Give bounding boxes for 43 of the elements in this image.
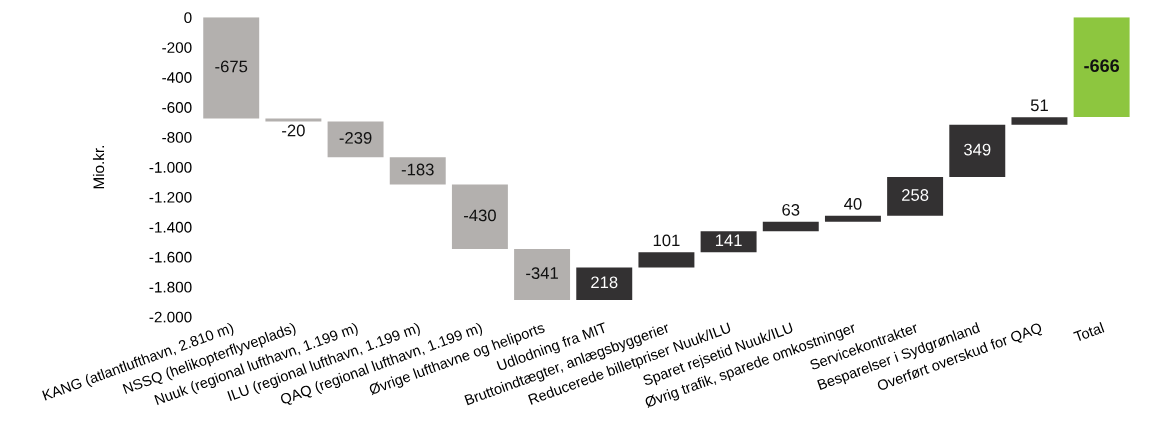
- y-tick-label: -800: [162, 132, 192, 143]
- data-label: 218: [591, 276, 618, 289]
- y-tick-label: -1.600: [149, 251, 192, 263]
- bar: [824, 215, 881, 222]
- y-tick-label: -400: [162, 72, 192, 83]
- bar: [514, 248, 571, 301]
- y-tick-label: -600: [162, 102, 192, 113]
- bar: [451, 184, 508, 249]
- bar: [1011, 117, 1068, 125]
- data-label: 51: [1030, 99, 1048, 112]
- data-label: -430: [463, 209, 496, 222]
- bar: [203, 17, 260, 119]
- y-tick-label: -1.200: [149, 191, 192, 203]
- bar: [700, 231, 757, 253]
- y-tick-label: -1.400: [149, 221, 192, 233]
- bar: [327, 121, 384, 158]
- x-tick-label: Total: [1073, 322, 1105, 343]
- bar: [389, 157, 446, 185]
- data-label: -341: [526, 267, 558, 279]
- data-label: -666: [1084, 59, 1120, 73]
- data-label: 40: [844, 197, 862, 210]
- bar: [949, 124, 1006, 178]
- bar: [265, 118, 322, 122]
- y-tick-label: -200: [162, 42, 192, 53]
- y-tick-label: 0: [184, 12, 192, 24]
- bar: [1073, 17, 1130, 118]
- y-tick-label: -1.000: [149, 161, 192, 173]
- data-label: -20: [282, 124, 305, 137]
- data-label: 349: [964, 143, 991, 156]
- data-label: 63: [782, 203, 800, 216]
- y-tick-label: -1.800: [149, 281, 192, 293]
- bar: [762, 221, 819, 232]
- bar: [887, 177, 944, 216]
- data-label: -675: [215, 60, 248, 73]
- data-label: -183: [401, 163, 434, 176]
- data-label: 101: [653, 234, 680, 247]
- data-label: 141: [715, 234, 742, 247]
- bar: [638, 252, 695, 268]
- data-label: 258: [902, 189, 929, 201]
- y-axis-title: Mio.kr.: [92, 145, 105, 189]
- y-tick-label: -2.000: [149, 311, 192, 323]
- bar: [576, 267, 633, 301]
- data-label: -239: [339, 131, 372, 144]
